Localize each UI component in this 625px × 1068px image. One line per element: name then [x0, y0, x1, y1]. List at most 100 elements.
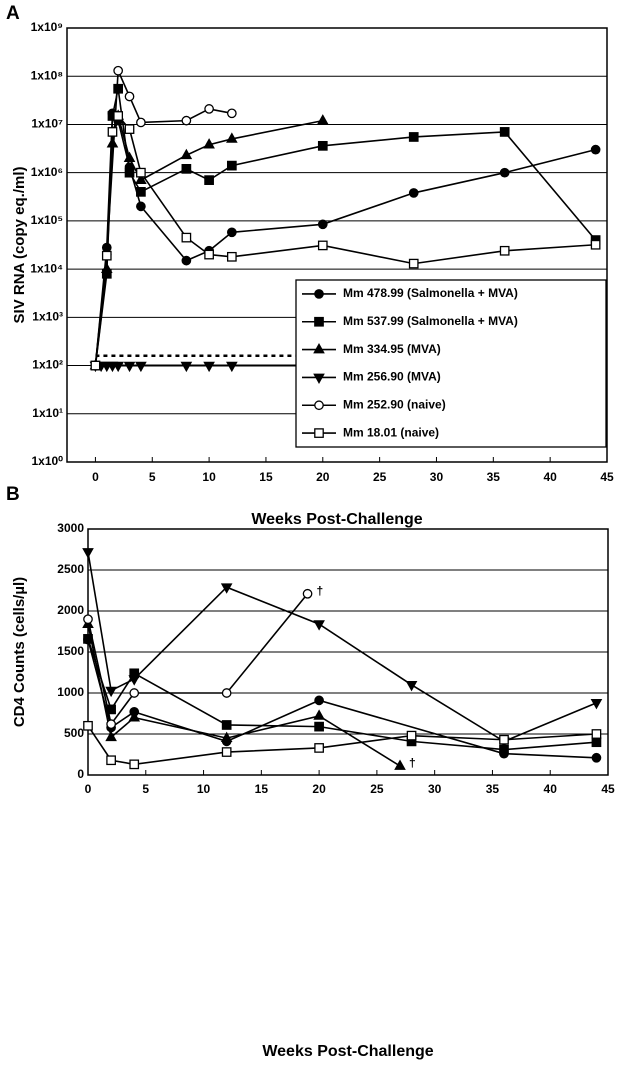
- marker: [128, 675, 141, 686]
- marker: [136, 117, 146, 128]
- marker: [181, 115, 192, 126]
- annotation: †: [409, 756, 416, 770]
- marker: [317, 219, 328, 230]
- marker: [226, 160, 237, 171]
- marker: [113, 83, 124, 94]
- y-axis-title: SIV RNA (copy eq./ml): [11, 167, 28, 324]
- marker: [499, 245, 510, 256]
- y-tick-label: 1x10⁷: [31, 117, 63, 131]
- marker: [135, 173, 147, 184]
- marker: [106, 704, 116, 715]
- marker: [408, 188, 419, 198]
- y-tick-label: 1x10⁰: [31, 454, 63, 468]
- marker: [408, 258, 419, 269]
- marker: [406, 730, 417, 741]
- legend-label: Mm 537.99 (Salmonella + MVA): [343, 314, 518, 328]
- y-tick-label: 2500: [57, 562, 84, 576]
- marker: [123, 361, 136, 373]
- legend-label: Mm 252.90 (naive): [343, 397, 446, 411]
- x-tick-label: 40: [544, 782, 558, 796]
- x-tick-label: 5: [142, 782, 149, 796]
- y-tick-label: 1x10⁵: [31, 213, 63, 227]
- marker: [203, 138, 215, 149]
- x-tick-label: 30: [430, 470, 444, 484]
- y-tick-label: 1000: [57, 685, 84, 699]
- x-tick-label: 20: [316, 470, 330, 484]
- marker: [83, 614, 93, 625]
- marker: [317, 140, 328, 151]
- y-tick-label: 1x10¹: [32, 406, 63, 420]
- marker: [106, 719, 116, 730]
- marker: [181, 163, 192, 174]
- marker: [314, 695, 324, 706]
- marker: [105, 686, 117, 698]
- x-tick-label: 35: [487, 470, 501, 484]
- marker: [90, 360, 101, 371]
- marker: [317, 240, 328, 251]
- legend-marker: [314, 289, 324, 299]
- marker: [113, 111, 124, 121]
- marker: [180, 148, 193, 160]
- x-tick-label: 45: [600, 470, 614, 484]
- y-tick-label: 1500: [57, 644, 84, 658]
- legend-box: [295, 279, 607, 448]
- panel-label: B: [6, 484, 20, 505]
- y-tick-label: 500: [64, 726, 84, 740]
- x-tick-label: 10: [202, 470, 216, 484]
- legend-marker: [313, 343, 325, 354]
- x-tick-label: 40: [543, 470, 557, 484]
- marker: [181, 255, 192, 266]
- legend-label: Mm 478.99 (Salmonella + MVA): [343, 286, 518, 300]
- marker: [112, 361, 124, 373]
- marker: [226, 251, 237, 262]
- marker: [82, 548, 94, 559]
- marker: [204, 104, 214, 114]
- x-tick-label: 15: [259, 470, 273, 484]
- marker: [124, 91, 135, 102]
- marker: [204, 175, 214, 185]
- legend-label: Mm 334.95 (MVA): [343, 342, 441, 356]
- annotation: †: [317, 584, 324, 598]
- marker: [128, 711, 141, 722]
- marker: [590, 144, 601, 155]
- marker: [590, 698, 603, 710]
- marker: [408, 132, 419, 142]
- marker: [129, 759, 140, 770]
- marker: [226, 132, 238, 143]
- marker: [136, 167, 146, 178]
- y-tick-label: 1x10²: [32, 358, 63, 372]
- legend-label: Mm 18.01 (naive): [343, 425, 439, 439]
- x-tick-label: 25: [370, 782, 384, 796]
- marker: [100, 262, 113, 273]
- marker: [313, 620, 325, 631]
- x-tick-label: 0: [85, 782, 92, 796]
- marker: [314, 721, 324, 732]
- legend-marker: [313, 373, 325, 384]
- marker: [591, 737, 602, 748]
- panel-label: A: [6, 3, 20, 24]
- marker: [136, 201, 146, 212]
- marker: [101, 250, 112, 261]
- x-tick-label: 45: [601, 782, 615, 796]
- series-line: [87, 593, 309, 727]
- marker: [302, 588, 313, 599]
- x-axis-title: Weeks Post-Challenge: [262, 1043, 433, 1060]
- x-tick-label: 5: [149, 470, 156, 484]
- y-tick-label: 3000: [57, 521, 84, 535]
- marker: [313, 709, 325, 720]
- plot-frame: [87, 528, 609, 776]
- marker: [316, 114, 329, 125]
- y-tick-label: 0: [77, 767, 84, 781]
- marker: [314, 743, 324, 753]
- marker: [499, 167, 510, 178]
- y-tick-label: 1x10⁸: [31, 68, 63, 82]
- legend-marker: [314, 428, 324, 438]
- legend-marker: [314, 400, 324, 411]
- marker: [129, 688, 140, 698]
- marker: [221, 688, 232, 698]
- marker: [499, 127, 510, 137]
- marker: [124, 124, 135, 134]
- x-tick-label: 25: [373, 470, 387, 484]
- marker: [221, 747, 232, 757]
